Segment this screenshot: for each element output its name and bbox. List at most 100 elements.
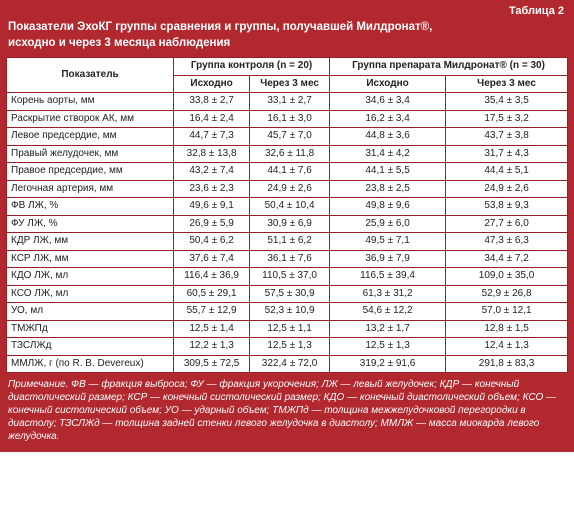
row-d2: 43,7 ± 3,8 (446, 128, 568, 146)
row-d1: 13,2 ± 1,7 (330, 320, 446, 338)
row-param: ТЗСЛЖд (7, 338, 174, 356)
table-row: Правое предсердие, мм43,2 ± 7,444,1 ± 7,… (7, 163, 568, 181)
table-row: Раскрытие створок АК, мм16,4 ± 2,416,1 ±… (7, 110, 568, 128)
row-c1: 49,6 ± 9,1 (174, 198, 250, 216)
row-d2: 291,8 ± 83,3 (446, 355, 568, 373)
th-d-baseline: Исходно (330, 75, 446, 93)
row-c2: 24,9 ± 2,6 (250, 180, 330, 198)
row-c2: 30,9 ± 6,9 (250, 215, 330, 233)
table-label: Таблица 2 (6, 5, 568, 20)
row-d1: 61,3 ± 31,2 (330, 285, 446, 303)
th-c-after: Через 3 мес (250, 75, 330, 93)
row-c1: 116,4 ± 36,9 (174, 268, 250, 286)
table-title: Показатели ЭхоКГ группы сравнения и груп… (6, 20, 568, 57)
row-param: УО, мл (7, 303, 174, 321)
th-param: Показатель (7, 58, 174, 93)
row-c2: 51,1 ± 6,2 (250, 233, 330, 251)
row-d2: 109,0 ± 35,0 (446, 268, 568, 286)
table-row: ФВ ЛЖ, %49,6 ± 9,150,4 ± 10,449,8 ± 9,65… (7, 198, 568, 216)
row-d1: 16,2 ± 3,4 (330, 110, 446, 128)
row-c2: 33,1 ± 2,7 (250, 93, 330, 111)
row-c1: 33,8 ± 2,7 (174, 93, 250, 111)
row-d1: 31,4 ± 4,2 (330, 145, 446, 163)
table-row: ТМЖПд12,5 ± 1,412,5 ± 1,113,2 ± 1,712,8 … (7, 320, 568, 338)
table-row: ТЗСЛЖд12,2 ± 1,312,5 ± 1,312,5 ± 1,312,4… (7, 338, 568, 356)
row-c1: 26,9 ± 5,9 (174, 215, 250, 233)
table-row: ФУ ЛЖ, %26,9 ± 5,930,9 ± 6,925,9 ± 6,027… (7, 215, 568, 233)
table-row: КДР ЛЖ, мм50,4 ± 6,251,1 ± 6,249,5 ± 7,1… (7, 233, 568, 251)
th-control: Группа контроля (n = 20) (174, 58, 330, 76)
row-param: Правый желудочек, мм (7, 145, 174, 163)
row-c2: 45,7 ± 7,0 (250, 128, 330, 146)
table-row: КДО ЛЖ, мл116,4 ± 36,9110,5 ± 37,0116,5 … (7, 268, 568, 286)
table-row: КСО ЛЖ, мл60,5 ± 29,157,5 ± 30,961,3 ± 3… (7, 285, 568, 303)
table-row: ММЛЖ, г (по R. B. Devereux)309,5 ± 72,5 3… (7, 355, 568, 373)
row-param: Легочная артерия, мм (7, 180, 174, 198)
row-c2: 110,5 ± 37,0 (250, 268, 330, 286)
row-d2: 12,8 ± 1,5 (446, 320, 568, 338)
row-d2: 35,4 ± 3,5 (446, 93, 568, 111)
row-param: Корень аорты, мм (7, 93, 174, 111)
row-c2: 12,5 ± 1,1 (250, 320, 330, 338)
row-c1: 44,7 ± 7,3 (174, 128, 250, 146)
table-row: КСР ЛЖ, мм37,6 ± 7,436,1 ± 7,636,9 ± 7,9… (7, 250, 568, 268)
row-d1: 12,5 ± 1,3 (330, 338, 446, 356)
row-d2: 24,9 ± 2,6 (446, 180, 568, 198)
row-c2: 57,5 ± 30,9 (250, 285, 330, 303)
row-c1: 12,5 ± 1,4 (174, 320, 250, 338)
row-c1: 43,2 ± 7,4 (174, 163, 250, 181)
row-d2: 47,3 ± 6,3 (446, 233, 568, 251)
row-d2: 34,4 ± 7,2 (446, 250, 568, 268)
echokg-table: Показатель Группа контроля (n = 20) Груп… (6, 57, 568, 373)
row-d1: 116,5 ± 39,4 (330, 268, 446, 286)
row-d2: 17,5 ± 3,2 (446, 110, 568, 128)
row-param: ФУ ЛЖ, % (7, 215, 174, 233)
table-row: Легочная артерия, мм23,6 ± 2,324,9 ± 2,6… (7, 180, 568, 198)
row-c1: 16,4 ± 2,4 (174, 110, 250, 128)
row-c2: 16,1 ± 3,0 (250, 110, 330, 128)
row-param: ФВ ЛЖ, % (7, 198, 174, 216)
row-d1: 49,8 ± 9,6 (330, 198, 446, 216)
row-d2: 27,7 ± 6,0 (446, 215, 568, 233)
row-c2: 36,1 ± 7,6 (250, 250, 330, 268)
row-param: КСО ЛЖ, мл (7, 285, 174, 303)
row-d1: 36,9 ± 7,9 (330, 250, 446, 268)
row-c2: 32,6 ± 11,8 (250, 145, 330, 163)
row-d2: 31,7 ± 4,3 (446, 145, 568, 163)
row-c2: 44,1 ± 7,6 (250, 163, 330, 181)
row-d1: 25,9 ± 6,0 (330, 215, 446, 233)
row-param: КДР ЛЖ, мм (7, 233, 174, 251)
row-c2: 12,5 ± 1,3 (250, 338, 330, 356)
row-c1: 32,8 ± 13,8 (174, 145, 250, 163)
row-d1: 319,2 ± 91,6 (330, 355, 446, 373)
row-c1: 309,5 ± 72,5 (174, 355, 250, 373)
row-param: ММЛЖ, г (по R. B. Devereux) (7, 355, 174, 373)
footnote: Примечание. ФВ — фракция выброса; ФУ — ф… (6, 373, 568, 444)
table-row: Правый желудочек, мм32,8 ± 13,832,6 ± 11… (7, 145, 568, 163)
th-d-after: Через 3 мес (446, 75, 568, 93)
table-row: Корень аорты, мм33,8 ± 2,733,1 ± 2,734,6… (7, 93, 568, 111)
row-d2: 44,4 ± 5,1 (446, 163, 568, 181)
row-d2: 52,9 ± 26,8 (446, 285, 568, 303)
row-param: ТМЖПд (7, 320, 174, 338)
row-param: Раскрытие створок АК, мм (7, 110, 174, 128)
row-d1: 23,8 ± 2,5 (330, 180, 446, 198)
row-param: Правое предсердие, мм (7, 163, 174, 181)
row-c1: 50,4 ± 6,2 (174, 233, 250, 251)
th-c-baseline: Исходно (174, 75, 250, 93)
row-param: Левое предсердие, мм (7, 128, 174, 146)
table-row: УО, мл55,7 ± 12,952,3 ± 10,954,6 ± 12,25… (7, 303, 568, 321)
row-c1: 60,5 ± 29,1 (174, 285, 250, 303)
row-c1: 55,7 ± 12,9 (174, 303, 250, 321)
table-row: Левое предсердие, мм44,7 ± 7,345,7 ± 7,0… (7, 128, 568, 146)
row-d1: 44,1 ± 5,5 (330, 163, 446, 181)
title-line1: Показатели ЭхоКГ группы сравнения и груп… (8, 21, 432, 33)
row-c1: 12,2 ± 1,3 (174, 338, 250, 356)
row-d1: 49,5 ± 7,1 (330, 233, 446, 251)
title-line2: исходно и через 3 месяца наблюдения (8, 37, 230, 49)
row-d1: 34,6 ± 3,4 (330, 93, 446, 111)
row-d2: 57,0 ± 12,1 (446, 303, 568, 321)
row-c1: 23,6 ± 2,3 (174, 180, 250, 198)
row-d2: 12,4 ± 1,3 (446, 338, 568, 356)
table-container: Таблица 2 Показатели ЭхоКГ группы сравне… (0, 0, 574, 452)
